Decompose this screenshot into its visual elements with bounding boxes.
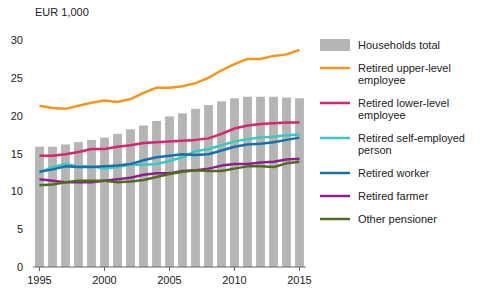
plot-area xyxy=(35,50,304,267)
bar xyxy=(113,134,122,267)
bar xyxy=(230,98,239,267)
legend-swatch xyxy=(320,218,350,221)
y-tick-label: 20 xyxy=(11,110,23,122)
legend-swatch xyxy=(320,172,350,175)
bar xyxy=(126,129,135,267)
y-tick-label: 5 xyxy=(17,223,23,235)
legend-swatch xyxy=(320,137,350,140)
legend-label-line: Retired self-employed xyxy=(358,132,465,144)
bar xyxy=(87,140,96,267)
legend-label-line: Retired upper-level xyxy=(358,62,451,74)
legend-label-line: Retired farmer xyxy=(358,190,429,202)
chart: EUR 1,000 0 5 10 15 20 25 30 1995 2000 2005 2010 201… xyxy=(0,0,491,303)
legend-label: Other pensioner xyxy=(358,213,437,225)
bar xyxy=(217,101,226,267)
x-tick-label: 2015 xyxy=(287,274,311,286)
bar xyxy=(243,97,252,267)
legend-swatch xyxy=(320,39,350,51)
legend-label: Retired farmer xyxy=(358,190,429,202)
series-line xyxy=(40,162,300,185)
x-tick xyxy=(39,267,40,271)
y-tick-label: 25 xyxy=(11,72,23,84)
legend-label-line: Retired lower-level xyxy=(358,97,449,109)
x-tick xyxy=(104,267,105,271)
y-tick-label: 10 xyxy=(11,185,23,197)
legend-swatch xyxy=(320,67,350,70)
legend-label-line: person xyxy=(358,144,392,156)
y-axis-label: EUR 1,000 xyxy=(35,6,89,18)
legend-swatch xyxy=(320,195,350,198)
bar xyxy=(100,138,109,267)
x-tick xyxy=(299,267,300,271)
legend-label-line: employee xyxy=(358,74,406,86)
series-line xyxy=(40,122,300,155)
y-tick-label: 30 xyxy=(11,34,23,46)
legend-label-line: Retired worker xyxy=(358,167,430,179)
x-tick-label: 2010 xyxy=(222,274,246,286)
legend-label-line: Other pensioner xyxy=(358,213,437,225)
legend-label: Retired upper-levelemployee xyxy=(358,62,451,86)
legend-label: Retired worker xyxy=(358,167,430,179)
bar xyxy=(61,144,70,267)
x-tick xyxy=(169,267,170,271)
bar xyxy=(48,147,57,267)
bar xyxy=(35,147,44,267)
legend-label: Households total xyxy=(358,39,440,51)
x-tick-label: 2005 xyxy=(157,274,181,286)
y-tick-label: 0 xyxy=(17,261,23,273)
legend-swatch xyxy=(320,102,350,105)
legend-label-line: employee xyxy=(358,109,406,121)
x-tick-label: 1995 xyxy=(27,274,51,286)
bar xyxy=(256,97,265,267)
series-line xyxy=(40,159,300,182)
bar xyxy=(165,116,174,267)
bar xyxy=(74,142,83,267)
y-tick-label: 15 xyxy=(11,148,23,160)
bar xyxy=(139,126,148,267)
x-tick xyxy=(234,267,235,271)
bar xyxy=(204,105,213,267)
legend-label-line: Households total xyxy=(358,39,440,51)
bar xyxy=(191,109,200,267)
bar xyxy=(178,113,187,267)
legend-label: Retired self-employedperson xyxy=(358,132,465,156)
legend-label: Retired lower-levelemployee xyxy=(358,97,449,121)
x-tick-label: 2000 xyxy=(92,274,116,286)
series-line xyxy=(40,50,300,109)
